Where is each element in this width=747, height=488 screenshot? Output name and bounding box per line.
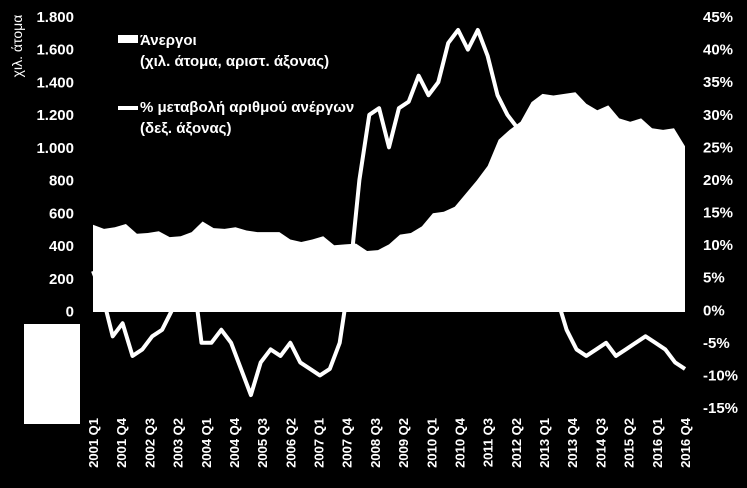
y-right-tick-label: -5%: [703, 335, 730, 352]
y-right-tick-label: 5%: [703, 270, 725, 287]
legend: Άνεργοι (χιλ. άτομα, αριστ. άξονας) % με…: [118, 32, 354, 137]
y-right-tick-label: -15%: [703, 400, 738, 417]
x-tick-label: 2007 Q1: [312, 418, 327, 468]
y-left-tick-label: 0: [66, 304, 74, 321]
area-series-unemployed: [93, 92, 685, 312]
x-tick-label: 2014 Q3: [593, 418, 608, 468]
x-tick-label: 2001 Q1: [86, 418, 101, 468]
x-tick-label: 2003 Q2: [171, 418, 186, 468]
y-right-tick-label: 30%: [703, 107, 733, 124]
y-left-tick-label: 1.200: [36, 107, 74, 124]
x-tick-label: 2010 Q4: [453, 417, 468, 468]
x-tick-label: 2016 Q4: [678, 417, 693, 468]
left-axis: 0 200 400 600 800 1.000 1.200 1.400 1.600 1.800: [36, 9, 74, 321]
y-right-tick-label: -10%: [703, 367, 738, 384]
y-left-tick-label: 1.600: [36, 42, 74, 59]
x-tick-label: 2002 Q3: [142, 418, 157, 468]
y-left-tick-label: 1.400: [36, 74, 74, 91]
x-tick-label: 2005 Q3: [255, 418, 270, 468]
x-tick-label: 2001 Q4: [114, 417, 129, 468]
y-right-tick-label: 40%: [703, 42, 733, 59]
y-left-tick-label: 1.000: [36, 140, 74, 157]
x-tick-label: 2010 Q1: [424, 418, 439, 468]
x-tick-label: 2004 Q1: [199, 418, 214, 468]
y-left-tick-label: 1.800: [36, 9, 74, 26]
y-right-tick-label: 45%: [703, 9, 733, 26]
y-left-tick-label: 400: [49, 238, 74, 255]
legend-note-area: (χιλ. άτομα, αριστ. άξονας): [140, 53, 329, 70]
legend-swatch-line: [118, 106, 138, 110]
x-tick-label: 2007 Q4: [340, 417, 355, 468]
right-axis: -15% -10% -5% 0% 5% 10% 15% 20% 25% 30% 35% 40% 45%: [703, 9, 738, 417]
x-tick-label: 2006 Q2: [283, 418, 298, 468]
y-left-tick-label: 600: [49, 205, 74, 222]
line-points: [92, 29, 686, 396]
x-tick-label: 2013 Q1: [537, 418, 552, 468]
x-tick-label: 2013 Q4: [565, 417, 580, 468]
y-axis-left-label: χιλ. άτομα: [9, 15, 25, 78]
x-tick-label: 2008 Q3: [368, 418, 383, 468]
legend-swatch-area: [118, 35, 138, 43]
legend-label-line: % μεταβολή αριθμού ανέργων: [140, 99, 354, 116]
x-axis: 2001 Q1 2001 Q4 2002 Q3 2003 Q2 2004 Q1 2004 …: [86, 417, 693, 468]
x-tick-label: 2004 Q4: [227, 417, 242, 468]
y-left-tick-label: 800: [49, 173, 74, 190]
legend-note-line: (δεξ. άξονας): [140, 120, 231, 137]
x-tick-label: 2016 Q1: [650, 418, 665, 468]
y-right-tick-label: 15%: [703, 205, 733, 222]
x-tick-label: 2012 Q2: [509, 418, 524, 468]
y-right-tick-label: 20%: [703, 172, 733, 189]
y-right-tick-label: 35%: [703, 74, 733, 91]
legend-label-area: Άνεργοι: [140, 32, 197, 49]
x-tick-label: 2009 Q2: [396, 418, 411, 468]
y-right-tick-label: 10%: [703, 237, 733, 254]
y-left-tick-label: 200: [49, 271, 74, 288]
y-right-tick-label: 25%: [703, 139, 733, 156]
y-right-tick-label: 0%: [703, 302, 725, 319]
x-tick-label: 2015 Q2: [622, 418, 637, 468]
x-tick-label: 2011 Q3: [481, 418, 496, 467]
left-panel-block: [24, 324, 80, 424]
